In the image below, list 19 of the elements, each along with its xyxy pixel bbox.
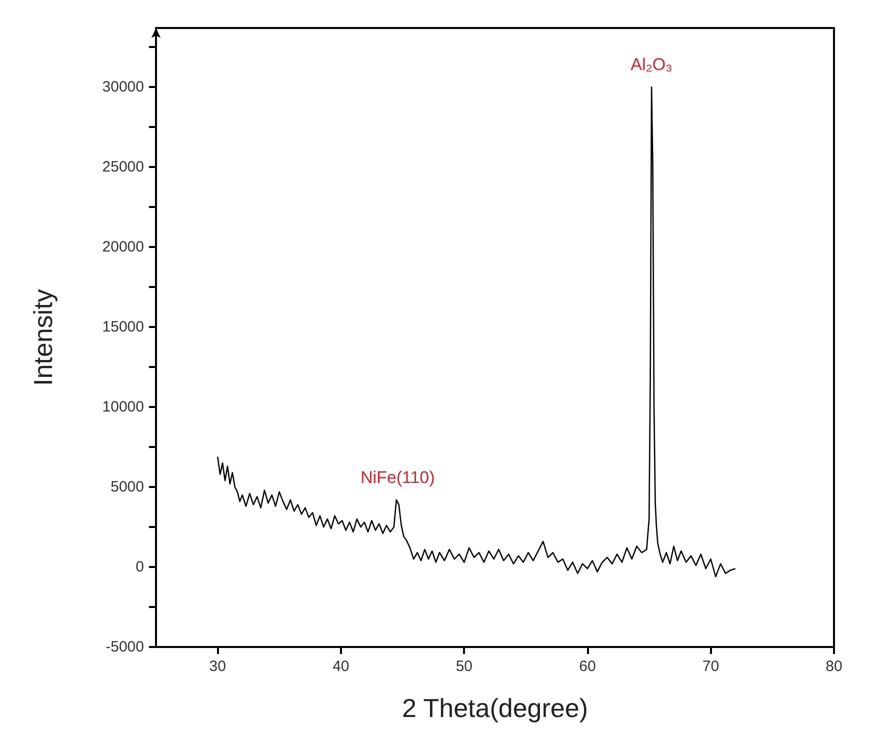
- x-tick-label: 50: [456, 658, 473, 675]
- y-tick-label: 15000: [102, 318, 144, 336]
- annotation: Al₂O₃: [630, 55, 672, 74]
- x-tick-label: 80: [826, 658, 842, 675]
- y-axis-title: Intensity: [28, 289, 58, 386]
- x-tick-label: 60: [579, 658, 596, 675]
- y-tick-label: 0: [136, 558, 144, 576]
- y-tick-label: -5000: [106, 638, 144, 656]
- y-tick-label: 30000: [102, 78, 144, 96]
- x-axis-title: 2 Theta(degree): [402, 693, 588, 723]
- x-tick-label: 40: [332, 658, 350, 675]
- y-tick-label: 10000: [102, 398, 144, 416]
- y-tick-label: 20000: [102, 238, 144, 256]
- line-series: [216, 86, 736, 578]
- y-tick-label: 25000: [102, 158, 144, 176]
- y-tick-label: 5000: [110, 478, 144, 496]
- annotation: NiFe(110): [360, 468, 435, 487]
- x-tick-label: 30: [209, 658, 226, 675]
- x-tick-label: 70: [702, 658, 720, 675]
